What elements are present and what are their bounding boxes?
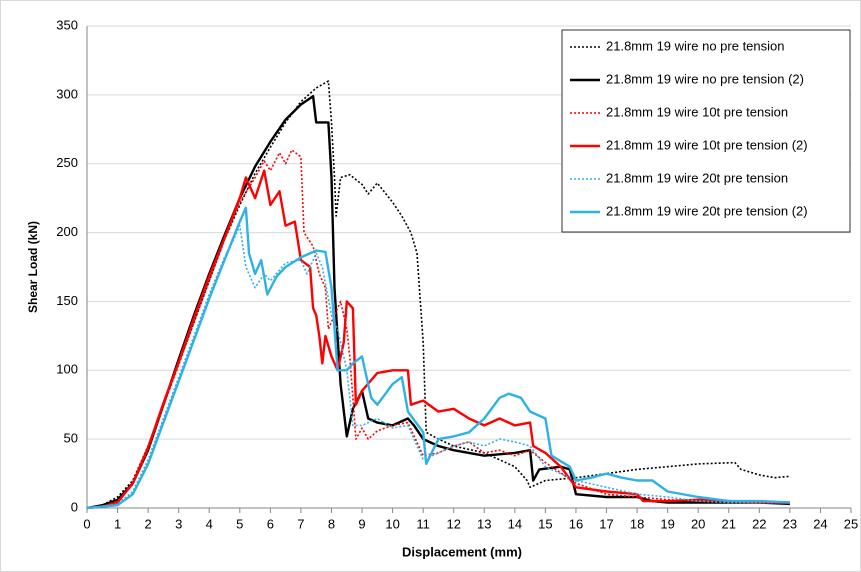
y-tick-label: 50: [64, 431, 78, 446]
legend-label: 21.8mm 19 wire 10t pre tension: [606, 104, 788, 119]
x-tick-label: 8: [328, 516, 335, 531]
x-tick-label: 4: [206, 516, 213, 531]
x-axis-label: Displacement (mm): [402, 544, 522, 559]
x-tick-label: 2: [145, 516, 152, 531]
x-tick-label: 12: [446, 516, 460, 531]
x-tick-label: 0: [83, 516, 90, 531]
y-tick-label: 0: [71, 499, 78, 514]
x-tick-label: 21: [722, 516, 736, 531]
y-tick-label: 100: [56, 362, 78, 377]
x-tick-label: 23: [783, 516, 797, 531]
x-tick-label: 25: [844, 516, 858, 531]
x-tick-label: 11: [416, 516, 430, 531]
x-tick-label: 7: [297, 516, 304, 531]
x-tick-label: 9: [358, 516, 365, 531]
y-tick-label: 300: [56, 86, 78, 101]
x-tick-label: 1: [114, 516, 121, 531]
x-tick-label: 3: [175, 516, 182, 531]
legend-box: [561, 29, 851, 233]
x-tick-label: 19: [660, 516, 674, 531]
x-tick-label: 17: [599, 516, 613, 531]
series-line: [86, 169, 790, 510]
x-tick-label: 6: [267, 516, 274, 531]
y-tick-label: 200: [56, 224, 78, 239]
x-tick-label: 22: [752, 516, 766, 531]
series-line: [86, 80, 790, 509]
y-tick-label: 150: [56, 293, 78, 308]
y-tick-label: 250: [56, 155, 78, 170]
series-line: [86, 206, 790, 510]
x-tick-label: 16: [569, 516, 583, 531]
x-tick-label: 14: [508, 516, 522, 531]
x-tick-label: 24: [813, 516, 827, 531]
legend-label: 21.8mm 19 wire 20t pre tension: [606, 170, 788, 185]
x-tick-label: 18: [630, 516, 644, 531]
x-tick-label: 13: [477, 516, 491, 531]
legend-label: 21.8mm 19 wire no pre tension: [606, 38, 784, 53]
y-tick-label: 350: [56, 17, 78, 32]
legend-label: 21.8mm 19 wire 20t pre tension (2): [606, 203, 808, 218]
x-tick-label: 10: [385, 516, 399, 531]
y-axis-label: Shear Load (kN): [26, 221, 40, 313]
legend-label: 21.8mm 19 wire 10t pre tension (2): [606, 137, 808, 152]
x-tick-label: 15: [538, 516, 552, 531]
series-line: [86, 224, 790, 509]
legend-label: 21.8mm 19 wire no pre tension (2): [606, 71, 804, 86]
x-tick-label: 20: [691, 516, 705, 531]
series-line: [86, 149, 790, 509]
x-tick-label: 5: [236, 516, 243, 531]
